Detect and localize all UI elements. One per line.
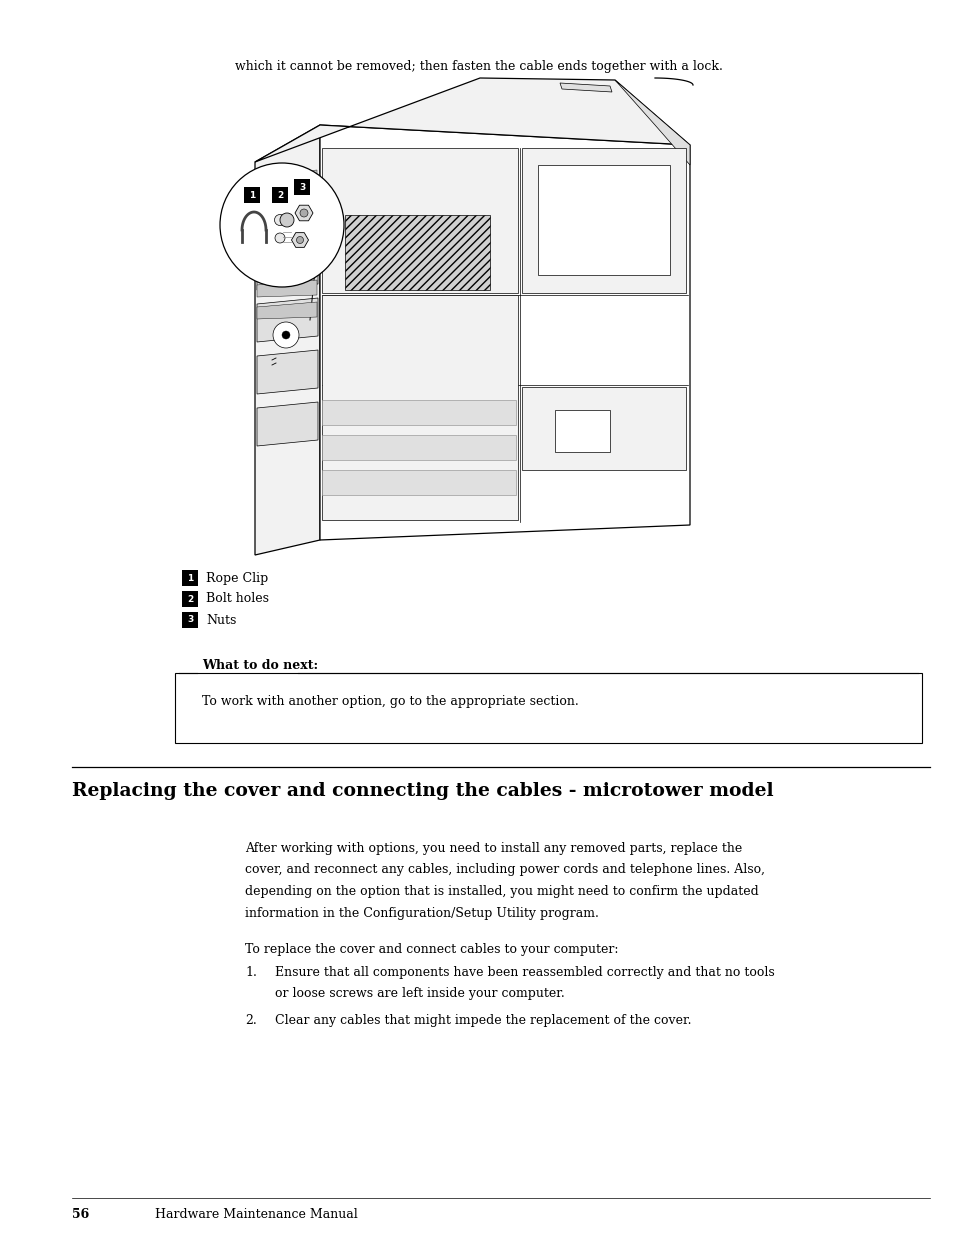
FancyBboxPatch shape xyxy=(244,188,260,203)
Polygon shape xyxy=(256,246,317,290)
FancyBboxPatch shape xyxy=(294,179,310,194)
Polygon shape xyxy=(322,295,517,520)
Polygon shape xyxy=(256,236,316,253)
FancyBboxPatch shape xyxy=(272,188,288,203)
Text: depending on the option that is installed, you might need to confirm the updated: depending on the option that is installe… xyxy=(245,885,758,898)
FancyBboxPatch shape xyxy=(182,571,198,585)
Polygon shape xyxy=(292,232,308,247)
Polygon shape xyxy=(256,191,316,209)
Polygon shape xyxy=(322,471,516,495)
Text: Nuts: Nuts xyxy=(206,614,236,626)
Polygon shape xyxy=(322,400,516,425)
Polygon shape xyxy=(322,435,516,459)
Text: 3: 3 xyxy=(187,615,193,625)
Polygon shape xyxy=(256,350,317,394)
Text: 3: 3 xyxy=(298,183,305,191)
Circle shape xyxy=(274,233,285,243)
Polygon shape xyxy=(256,298,317,342)
Text: Clear any cables that might impede the replacement of the cover.: Clear any cables that might impede the r… xyxy=(274,1014,691,1028)
Polygon shape xyxy=(256,194,317,238)
Circle shape xyxy=(273,322,298,348)
Text: 1: 1 xyxy=(249,190,254,200)
Polygon shape xyxy=(294,205,313,221)
Polygon shape xyxy=(256,258,316,275)
Polygon shape xyxy=(256,170,316,186)
Polygon shape xyxy=(256,403,317,446)
Polygon shape xyxy=(555,410,609,452)
Circle shape xyxy=(274,215,285,226)
Text: 56: 56 xyxy=(71,1208,90,1221)
Circle shape xyxy=(299,209,308,217)
Text: cover, and reconnect any cables, including power cords and telephone lines. Also: cover, and reconnect any cables, includi… xyxy=(245,863,764,877)
Text: which it cannot be removed; then fasten the cable ends together with a lock.: which it cannot be removed; then fasten … xyxy=(234,61,722,73)
Text: Ensure that all components have been reassembled correctly and that no tools: Ensure that all components have been rea… xyxy=(274,966,774,979)
Polygon shape xyxy=(319,125,689,540)
Circle shape xyxy=(282,331,290,338)
Text: To replace the cover and connect cables to your computer:: To replace the cover and connect cables … xyxy=(245,944,618,956)
Text: 2.: 2. xyxy=(245,1014,256,1028)
Polygon shape xyxy=(537,165,669,275)
Text: 1.: 1. xyxy=(245,966,256,979)
Polygon shape xyxy=(256,303,316,319)
Text: After working with options, you need to install any removed parts, replace the: After working with options, you need to … xyxy=(245,842,741,855)
FancyBboxPatch shape xyxy=(174,673,921,743)
Text: Bolt holes: Bolt holes xyxy=(206,593,269,605)
Text: 1: 1 xyxy=(187,573,193,583)
Polygon shape xyxy=(521,387,685,471)
Text: Rope Clip: Rope Clip xyxy=(206,572,268,584)
Text: To work with another option, go to the appropriate section.: To work with another option, go to the a… xyxy=(202,695,578,708)
Polygon shape xyxy=(345,215,490,290)
FancyBboxPatch shape xyxy=(182,613,198,627)
Polygon shape xyxy=(256,214,316,231)
Text: What to do next:: What to do next: xyxy=(202,659,317,672)
Polygon shape xyxy=(254,125,319,555)
Circle shape xyxy=(296,236,303,243)
Polygon shape xyxy=(256,280,316,296)
FancyBboxPatch shape xyxy=(182,592,198,606)
Polygon shape xyxy=(559,83,612,91)
Text: 2: 2 xyxy=(276,190,283,200)
Circle shape xyxy=(220,163,344,287)
Polygon shape xyxy=(615,80,689,165)
Polygon shape xyxy=(254,78,689,162)
Text: Hardware Maintenance Manual: Hardware Maintenance Manual xyxy=(154,1208,357,1221)
Text: information in the Configuration/Setup Utility program.: information in the Configuration/Setup U… xyxy=(245,906,598,920)
Polygon shape xyxy=(521,148,685,293)
Text: or loose screws are left inside your computer.: or loose screws are left inside your com… xyxy=(274,988,564,1000)
Polygon shape xyxy=(322,148,517,293)
Text: 2: 2 xyxy=(187,594,193,604)
Text: Replacing the cover and connecting the cables - microtower model: Replacing the cover and connecting the c… xyxy=(71,782,773,800)
Circle shape xyxy=(280,212,294,227)
